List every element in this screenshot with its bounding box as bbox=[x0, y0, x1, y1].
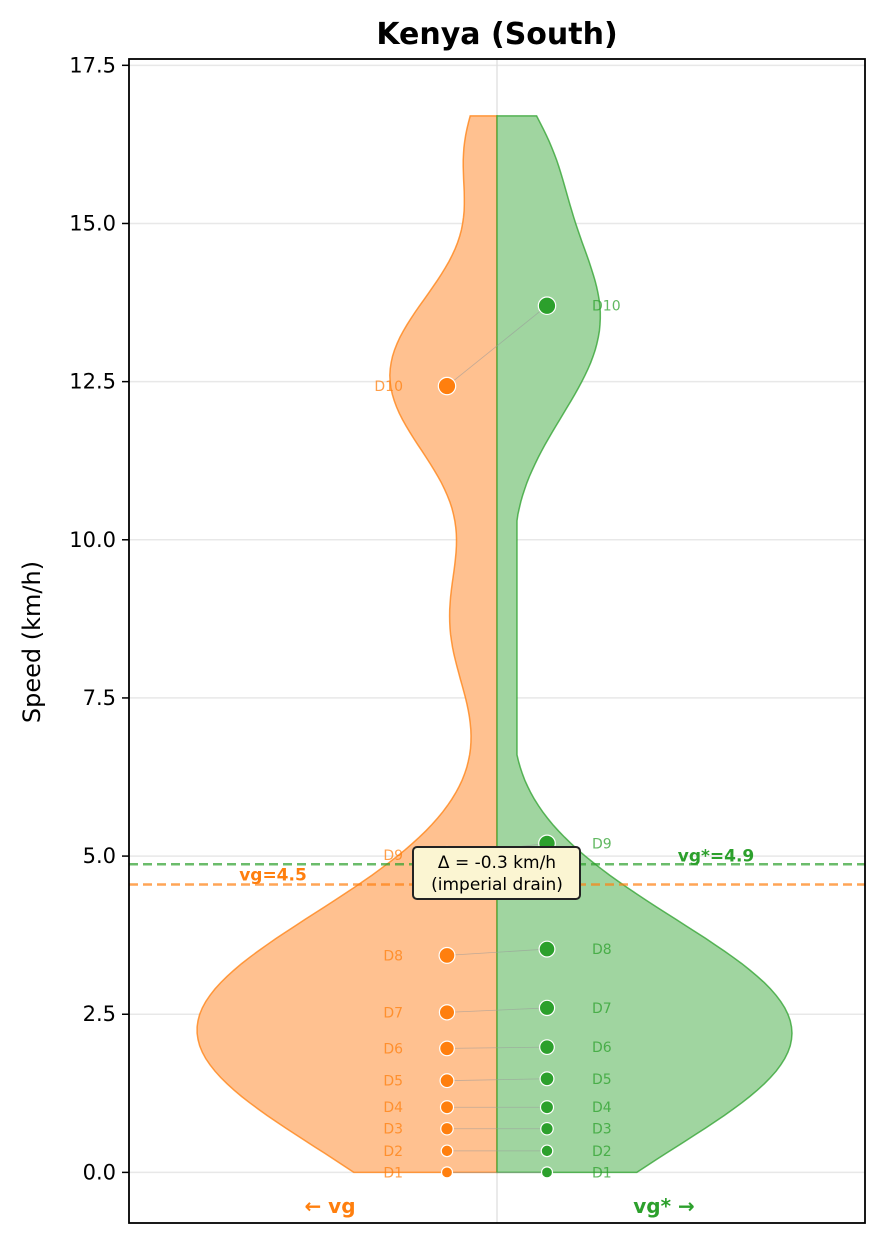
decile-label-left: D9 bbox=[383, 848, 403, 864]
decile-point-right bbox=[539, 1100, 555, 1115]
decile-label-left: D1 bbox=[383, 1165, 403, 1181]
decile-connector bbox=[446, 1078, 548, 1082]
annotation-note-text: (imperial drain) bbox=[431, 875, 563, 895]
decile-point-left bbox=[439, 1100, 455, 1115]
y-tick-label: 5.0 bbox=[83, 844, 116, 868]
decile-label-right: D8 bbox=[592, 942, 612, 958]
decile-point-right bbox=[539, 1071, 555, 1087]
delta-annotation: Δ = -0.3 km/h (imperial drain) bbox=[412, 846, 581, 900]
decile-point-left bbox=[439, 1040, 455, 1057]
decile-point-right bbox=[538, 999, 556, 1017]
decile-label-right: D1 bbox=[592, 1165, 612, 1181]
decile-label-left: D5 bbox=[383, 1074, 403, 1090]
decile-label-right: D2 bbox=[592, 1144, 612, 1160]
decile-connector bbox=[446, 305, 548, 387]
decile-label-left: D4 bbox=[383, 1100, 403, 1116]
left-side-label: ← vg bbox=[304, 1194, 355, 1218]
decile-connector bbox=[446, 1007, 548, 1013]
decile-labels: D1 D2 D3 D4 D5 D6 D7 D8 D9 D10 D1 D2 D3 D4 D5 D6 D7 D8 D9 D… bbox=[374, 299, 620, 1182]
decile-label-right: D4 bbox=[592, 1100, 612, 1116]
decile-point-left bbox=[440, 1144, 454, 1158]
y-tick-label: 2.5 bbox=[83, 1002, 116, 1026]
y-tick-label: 7.5 bbox=[83, 686, 116, 710]
plot-frame bbox=[128, 58, 866, 1224]
decile-point-left bbox=[438, 1004, 456, 1021]
decile-point-right bbox=[540, 1144, 554, 1158]
decile-label-right: D9 bbox=[592, 836, 612, 852]
violins bbox=[196, 115, 793, 1174]
decile-label-left: D3 bbox=[383, 1122, 403, 1138]
violin-left bbox=[196, 115, 498, 1174]
decile-point-left bbox=[438, 946, 456, 964]
decile-point-right bbox=[539, 1039, 555, 1056]
decile-label-left: D6 bbox=[383, 1041, 403, 1057]
decile-point-right bbox=[538, 940, 556, 958]
decile-label-left: D2 bbox=[383, 1144, 403, 1160]
annotation-delta-text: Δ = -0.3 km/h bbox=[438, 853, 556, 873]
decile-label-right: D10 bbox=[592, 299, 621, 315]
decile-connector bbox=[446, 948, 548, 956]
annotation-box bbox=[412, 846, 581, 900]
right-side-label: vg* → bbox=[633, 1194, 695, 1218]
chart-title: Kenya (South) bbox=[376, 17, 617, 52]
decile-label-left: D7 bbox=[383, 1005, 403, 1021]
decile-point-left bbox=[440, 1166, 454, 1179]
decile-connector bbox=[446, 1046, 548, 1049]
mean-label-left: vg=4.5 bbox=[239, 866, 307, 886]
decile-label-left: D10 bbox=[374, 379, 403, 395]
decile-point-left bbox=[440, 1121, 454, 1136]
decile-label-right: D3 bbox=[592, 1122, 612, 1138]
axes: 0.0 2.5 5.0 7.5 10.0 12.5 15.0 17.5 bbox=[69, 53, 866, 1224]
decile-point-right bbox=[540, 1121, 554, 1136]
decile-point-left bbox=[437, 376, 457, 396]
y-tick-label: 17.5 bbox=[69, 53, 116, 77]
decile-point-right bbox=[537, 296, 557, 316]
y-tick-label: 0.0 bbox=[83, 1160, 116, 1184]
y-tick-label: 12.5 bbox=[69, 370, 116, 394]
decile-label-right: D5 bbox=[592, 1072, 612, 1088]
y-tick-label: 15.0 bbox=[69, 211, 116, 235]
decile-label-right: D7 bbox=[592, 1001, 612, 1017]
decile-point-right bbox=[540, 1166, 554, 1179]
decile-point-left bbox=[439, 1073, 455, 1089]
decile-points bbox=[437, 296, 557, 1179]
y-axis-label: Speed (km/h) bbox=[18, 561, 46, 723]
mean-label-right: vg*=4.9 bbox=[678, 846, 755, 866]
decile-label-left: D8 bbox=[383, 948, 403, 964]
y-tick-label: 10.0 bbox=[69, 528, 116, 552]
decile-label-right: D6 bbox=[592, 1040, 612, 1056]
violin-right bbox=[496, 115, 793, 1174]
